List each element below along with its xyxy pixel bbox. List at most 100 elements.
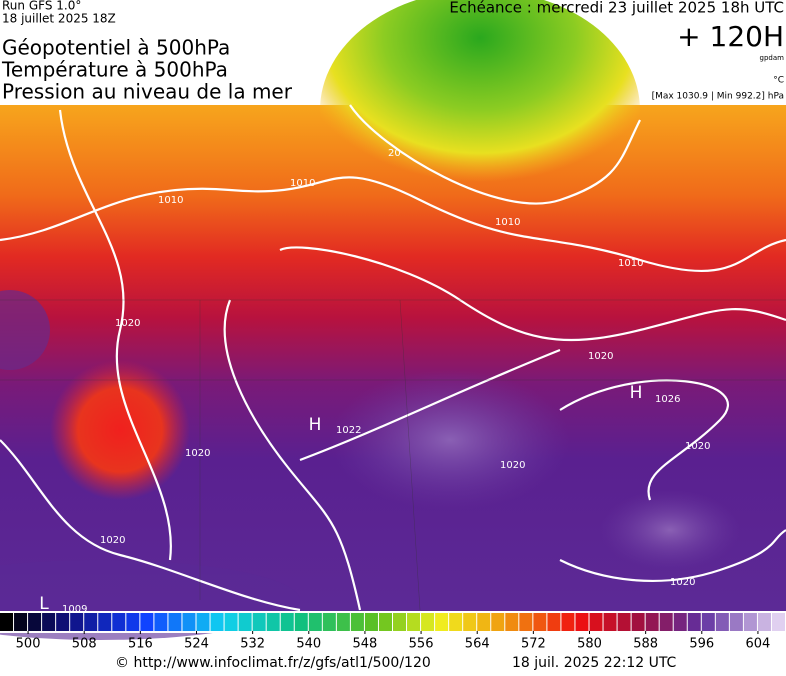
scale-cell: [126, 613, 140, 631]
scale-cell: [645, 613, 659, 631]
isobar-label: 1010: [290, 178, 315, 189]
scale-cell: [519, 613, 533, 631]
geo-unit: gpdam: [760, 54, 785, 62]
scale-tick-label: 572: [521, 637, 546, 652]
title: Géopotentiel à 500hPa: [2, 36, 230, 60]
scale-cell: [687, 613, 701, 631]
isobar-label: 1010: [495, 217, 520, 228]
isobar-label: 1022: [336, 425, 361, 436]
scale-tick-label: 580: [577, 637, 602, 652]
scale-cell: [70, 613, 84, 631]
scale-cell: [491, 613, 505, 631]
scale-cell: [280, 613, 294, 631]
scale-cell: [673, 613, 687, 631]
title: Pression au niveau de la mer: [2, 80, 293, 104]
pressure-range: [Max 1030.9 | Min 992.2] hPa: [652, 92, 784, 102]
scale-cell: [350, 613, 364, 631]
isobar-label: 1020: [115, 318, 140, 329]
lead-time: + 120H: [677, 20, 784, 53]
isobar-label: 1020: [588, 351, 613, 362]
scale-tick-label: 532: [240, 637, 265, 652]
scale-cell: [42, 613, 56, 631]
scale-cell: [112, 613, 126, 631]
scale-cell: [14, 613, 28, 631]
scale-cell: [0, 613, 14, 631]
scale-tick-label: 516: [128, 637, 153, 652]
scale-cell: [617, 613, 631, 631]
isobar-label: 1010: [618, 258, 643, 269]
scale-cell: [603, 613, 617, 631]
scale-tick-label: 556: [409, 637, 434, 652]
scale-tick-label: 564: [465, 637, 490, 652]
scale-cell: [561, 613, 575, 631]
scale-cell: [182, 613, 196, 631]
scale-cell: [154, 613, 168, 631]
scale-cell: [238, 613, 252, 631]
scale-cell: [701, 613, 715, 631]
pressure-center: H: [630, 383, 643, 403]
pressure-center: L: [39, 594, 49, 614]
scale-cell: [589, 613, 603, 631]
scale-cell: [575, 613, 589, 631]
isobar-label: 1020: [185, 448, 210, 459]
isobar-label: 1010: [158, 195, 183, 206]
scale-cell: [421, 613, 435, 631]
scale-cell: [210, 613, 224, 631]
scale-cell: [364, 613, 378, 631]
isobar-label: 1020: [500, 460, 525, 471]
map-labels: 1010 1010 1010 1010 20 1020 1020 1020 1020 1020 10…: [39, 148, 710, 615]
scale-cell: [729, 613, 743, 631]
scale-cell: [378, 613, 392, 631]
scale-cell: [294, 613, 308, 631]
isobar-label: 20: [388, 148, 401, 159]
scale-cell: [322, 613, 336, 631]
scale-cell: [477, 613, 491, 631]
generated-time: 18 juil. 2025 22:12 UTC: [512, 655, 677, 671]
scale-cell: [266, 613, 280, 631]
scale-cell: [757, 613, 771, 631]
scale-cell: [308, 613, 322, 631]
scale-tick-label: 500: [16, 637, 41, 652]
isobar-label: 1020: [100, 535, 125, 546]
scale-cell: [631, 613, 645, 631]
scale-cell: [393, 613, 407, 631]
isobar-label: 1026: [655, 394, 680, 405]
scale-cell: [743, 613, 757, 631]
scale-cell: [56, 613, 70, 631]
scale-cell: [84, 613, 98, 631]
scale-cell: [140, 613, 154, 631]
isobar-label: 1020: [685, 441, 710, 452]
isobar-label: 1009: [62, 604, 87, 615]
scale-cell: [659, 613, 673, 631]
scale-cell: [252, 613, 266, 631]
run-label: Run GFS 1.0°: [2, 0, 81, 13]
scale-cell: [435, 613, 449, 631]
scale-cell: [28, 613, 42, 631]
scale-cell: [715, 613, 729, 631]
scale-tick-label: 588: [633, 637, 658, 652]
scale-tick-label: 548: [353, 637, 378, 652]
scale-tick-label: 596: [689, 637, 714, 652]
scale-cell: [533, 613, 547, 631]
scale-cell: [196, 613, 210, 631]
color-scale: 500 508 516 524 532 540 548 556 564 572 580 588 596 6…: [0, 613, 785, 652]
source: © http://www.infoclimat.fr/z/gfs/atl1/50…: [115, 655, 431, 671]
title: Température à 500hPa: [1, 58, 228, 82]
valid-time: Echéance : mercredi 23 juillet 2025 18h …: [449, 0, 784, 17]
scale-tick-label: 604: [746, 637, 771, 652]
isobar-label: 1020: [670, 577, 695, 588]
scale-tick-label: 540: [296, 637, 321, 652]
scale-cell: [98, 613, 112, 631]
scale-cell: [505, 613, 519, 631]
scale-cell: [336, 613, 350, 631]
scale-cell: [449, 613, 463, 631]
temp-unit: °C: [773, 76, 784, 86]
scale-cell: [224, 613, 238, 631]
scale-tick-label: 508: [72, 637, 97, 652]
scale-cell: [771, 613, 785, 631]
scale-cell: [168, 613, 182, 631]
scale-cell: [463, 613, 477, 631]
scale-cell: [547, 613, 561, 631]
scale-cell: [407, 613, 421, 631]
